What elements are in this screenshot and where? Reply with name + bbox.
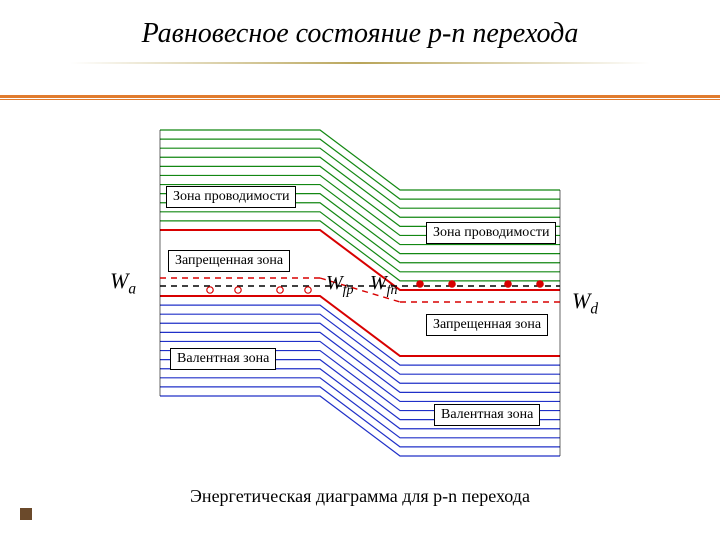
- slide: Равновесное состояние p-n перехода Зона …: [0, 0, 720, 540]
- Wfp-sub: fp: [343, 283, 354, 298]
- band-diagram: [0, 0, 720, 540]
- label-conduction-n: Зона проводимости: [426, 222, 556, 244]
- label-gap-n: Запрещенная зона: [426, 314, 548, 336]
- label-Wa: Wa: [110, 268, 136, 298]
- diagram-caption: Энергетическая диаграмма для p-n переход…: [0, 486, 720, 507]
- corner-decoration: [20, 508, 32, 520]
- label-Wfn: Wfn: [370, 272, 398, 299]
- label-Wfp: Wfp: [326, 272, 354, 299]
- label-conduction-p: Зона проводимости: [166, 186, 296, 208]
- Wfn-sub: fn: [387, 283, 398, 298]
- Wa-sub: a: [128, 280, 136, 297]
- Wfp-main: W: [326, 272, 343, 294]
- Wa-main: W: [110, 268, 128, 293]
- label-valence-p: Валентная зона: [170, 348, 276, 370]
- Wd-main: W: [572, 288, 590, 313]
- Wfn-main: W: [370, 272, 387, 294]
- Wd-sub: d: [590, 300, 598, 317]
- label-gap-p: Запрещенная зона: [168, 250, 290, 272]
- label-Wd: Wd: [572, 288, 598, 318]
- label-valence-n: Валентная зона: [434, 404, 540, 426]
